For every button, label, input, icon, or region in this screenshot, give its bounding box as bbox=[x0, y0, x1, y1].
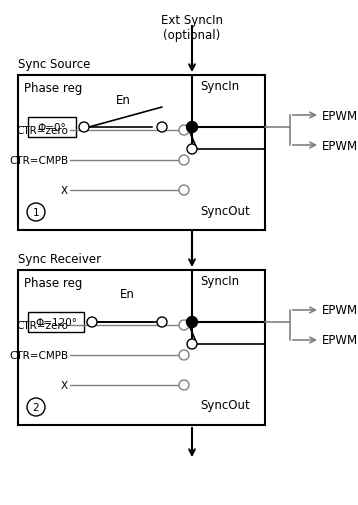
Text: 1: 1 bbox=[33, 208, 39, 218]
Circle shape bbox=[27, 398, 45, 416]
Text: Sync Source: Sync Source bbox=[18, 58, 90, 71]
Circle shape bbox=[179, 156, 189, 166]
Text: 2: 2 bbox=[33, 402, 39, 412]
Circle shape bbox=[187, 317, 198, 328]
Circle shape bbox=[187, 122, 198, 133]
Circle shape bbox=[157, 123, 167, 133]
Circle shape bbox=[27, 204, 45, 222]
Circle shape bbox=[179, 126, 189, 136]
Circle shape bbox=[79, 123, 89, 133]
Text: CTR=zero: CTR=zero bbox=[16, 320, 68, 330]
Text: SyncIn: SyncIn bbox=[200, 79, 239, 92]
Text: EPWM2B: EPWM2B bbox=[322, 334, 358, 347]
Text: Sync Receiver: Sync Receiver bbox=[18, 252, 101, 266]
Text: SyncIn: SyncIn bbox=[200, 274, 239, 287]
Text: SyncOut: SyncOut bbox=[200, 204, 250, 217]
Text: Phase reg: Phase reg bbox=[24, 276, 82, 289]
Text: CTR=CMPB: CTR=CMPB bbox=[9, 350, 68, 360]
Text: CTR=zero: CTR=zero bbox=[16, 126, 68, 136]
Text: En: En bbox=[120, 288, 135, 301]
Bar bbox=[28, 313, 84, 332]
Text: X: X bbox=[61, 380, 68, 390]
Circle shape bbox=[179, 380, 189, 390]
Circle shape bbox=[187, 339, 197, 349]
Text: Phase reg: Phase reg bbox=[24, 82, 82, 95]
Text: SyncOut: SyncOut bbox=[200, 399, 250, 412]
Circle shape bbox=[87, 317, 97, 327]
Circle shape bbox=[187, 145, 197, 155]
Text: Ext SyncIn
(optional): Ext SyncIn (optional) bbox=[161, 14, 223, 42]
Text: Φ=0°: Φ=0° bbox=[38, 123, 66, 133]
Bar bbox=[28, 118, 76, 138]
Bar bbox=[18, 76, 265, 231]
Bar bbox=[18, 271, 265, 425]
Text: EPWM1B: EPWM1B bbox=[322, 139, 358, 152]
Text: Φ=120°: Φ=120° bbox=[35, 317, 77, 327]
Circle shape bbox=[179, 320, 189, 330]
Text: En: En bbox=[116, 93, 130, 106]
Text: X: X bbox=[61, 186, 68, 195]
Circle shape bbox=[157, 317, 167, 327]
Circle shape bbox=[179, 186, 189, 195]
Circle shape bbox=[179, 350, 189, 360]
Text: CTR=CMPB: CTR=CMPB bbox=[9, 156, 68, 166]
Text: EPWM2A: EPWM2A bbox=[322, 304, 358, 317]
Text: EPWM1A: EPWM1A bbox=[322, 109, 358, 122]
